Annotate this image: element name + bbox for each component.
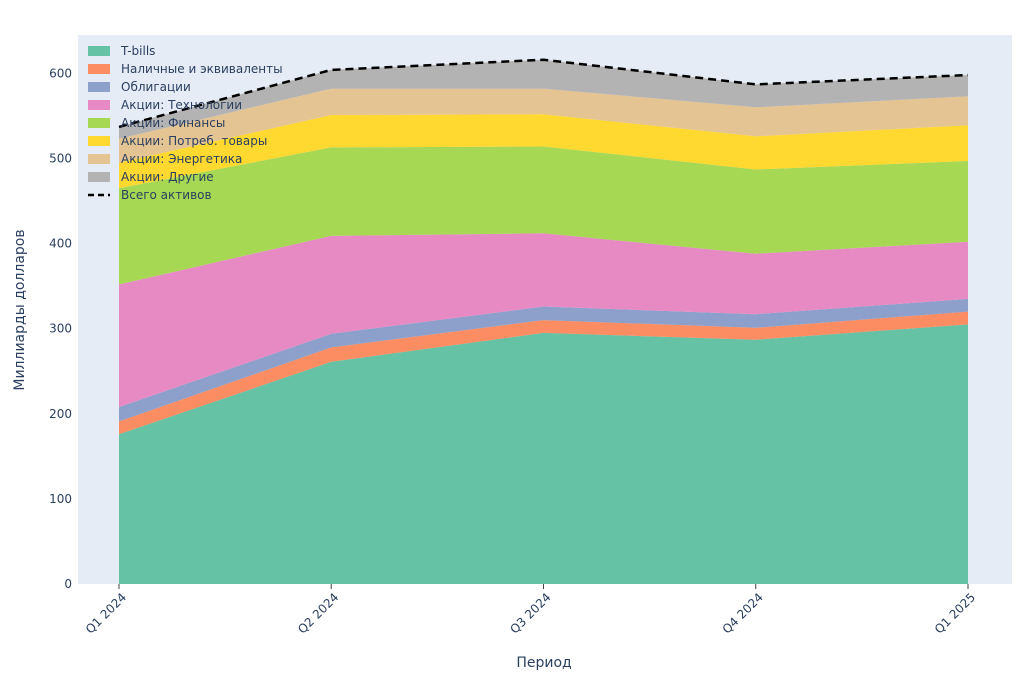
legend-swatch [88, 118, 110, 128]
area-series-3 [119, 233, 968, 407]
y-tick-label: 100 [49, 492, 72, 506]
y-tick-label: 300 [49, 322, 72, 336]
x-tick-label: Q2 2024 [295, 590, 341, 636]
legend-swatch [88, 136, 110, 146]
y-tick-label: 600 [49, 66, 72, 80]
y-tick-label: 500 [49, 151, 72, 165]
area-series-6 [119, 88, 968, 163]
legend-label: Акции: Другие [121, 170, 214, 184]
total-line-group [118, 58, 969, 129]
area-series-2 [119, 298, 968, 422]
legend-swatch [88, 100, 110, 110]
x-tick-label: Q4 2024 [720, 590, 766, 636]
area-series-1 [119, 311, 968, 435]
area-series-7 [119, 59, 968, 139]
legend-swatch [88, 46, 110, 56]
legend-swatch [88, 172, 110, 182]
legend-label: Облигации [121, 80, 191, 94]
x-tick-label: Q3 2024 [507, 590, 553, 636]
legend-label: Акции: Энергетика [121, 152, 242, 166]
y-tick-label: 0 [64, 577, 72, 591]
y-tick-label: 400 [49, 237, 72, 251]
x-axis-title: Период [516, 655, 571, 671]
legend-label: Наличные и эквиваленты [121, 62, 283, 76]
total-assets-line [118, 58, 969, 129]
y-tick-label: 200 [49, 407, 72, 421]
y-axis-title: Миллиарды долларов [12, 229, 28, 390]
area-series-4 [119, 146, 968, 285]
legend-swatch [88, 154, 110, 164]
x-tick-label: Q1 2025 [932, 590, 978, 636]
area-series-5 [119, 114, 968, 189]
legend-swatch [88, 64, 110, 74]
legend-label: Акции: Технологии [121, 98, 242, 112]
legend-label: Акции: Потреб. товары [121, 134, 267, 148]
y-axis-ticks: 0 100 200 300 400 500 600 [49, 66, 72, 591]
x-axis-ticks: Q1 2024 Q2 2024 Q3 2024 Q4 2024 Q1 2025 [83, 584, 978, 636]
legend: T-bills Наличные и эквиваленты Облигации Ак… [88, 44, 283, 202]
area-series-group [119, 59, 968, 584]
legend-label: Всего активов [121, 188, 212, 202]
legend-label: Акции: Финансы [121, 116, 225, 130]
area-series-0 [119, 324, 968, 584]
legend-swatch [88, 82, 110, 92]
legend-label: T-bills [120, 44, 155, 58]
x-tick-label: Q1 2024 [83, 590, 129, 636]
